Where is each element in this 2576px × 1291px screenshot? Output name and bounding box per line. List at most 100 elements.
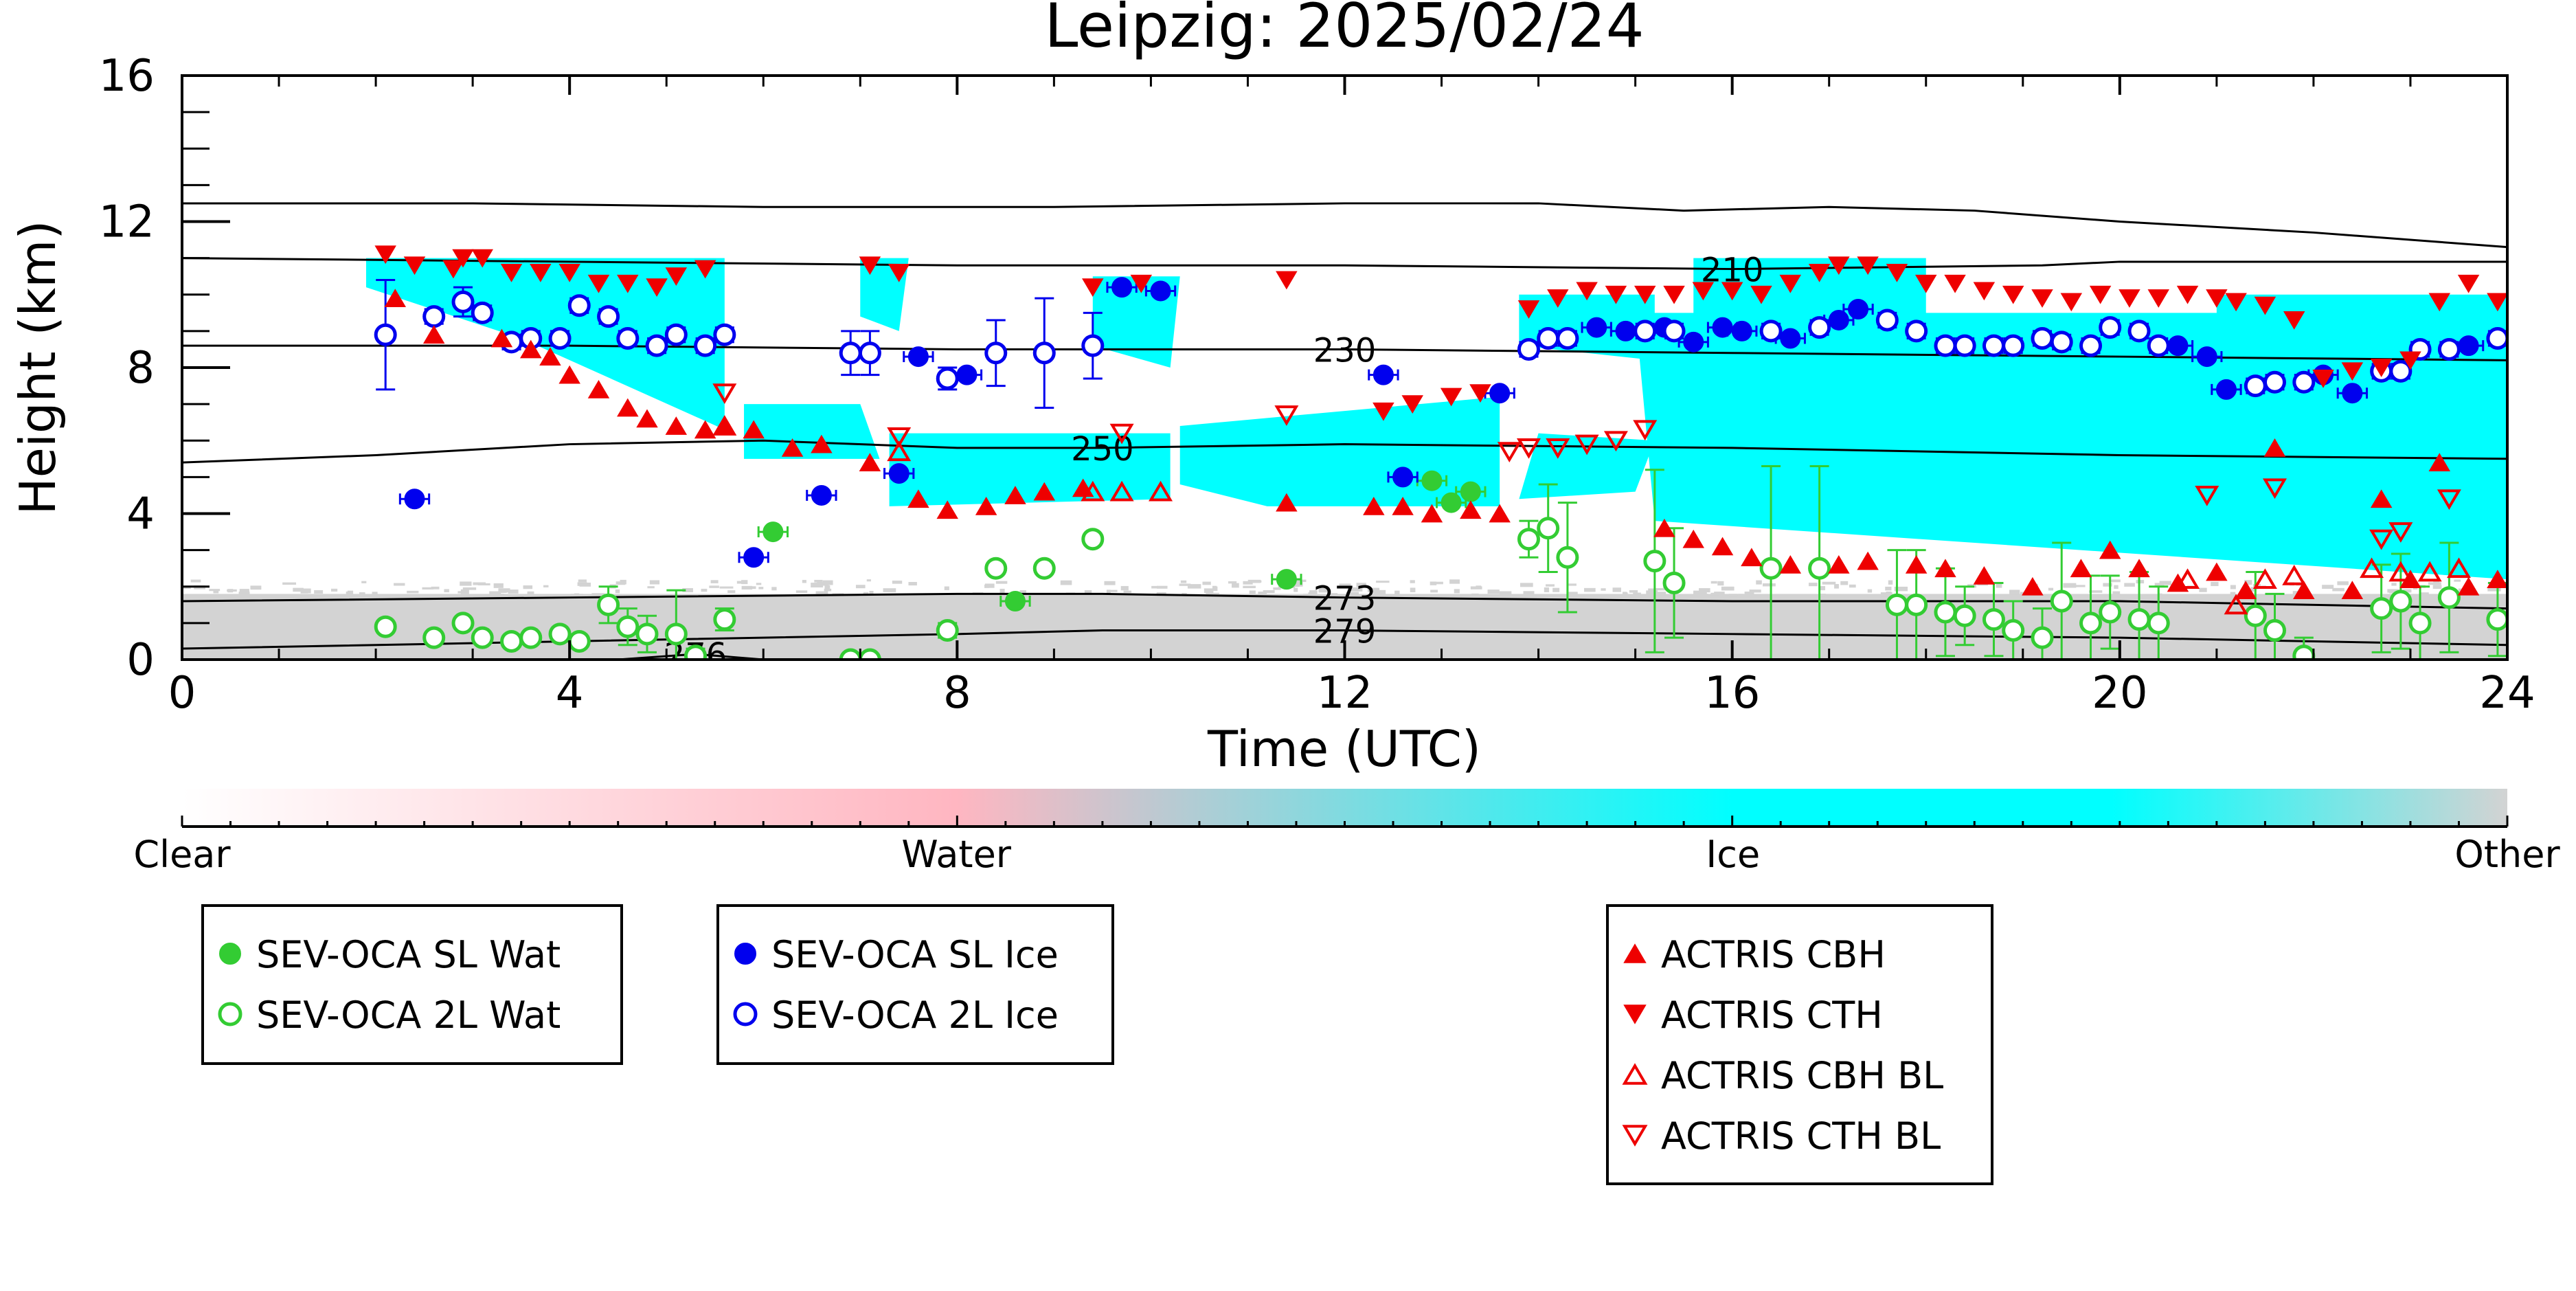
data-point <box>1109 423 1134 445</box>
other-phase-speck <box>1350 587 1363 592</box>
data-point <box>2437 586 2461 609</box>
other-phase-speck <box>2154 583 2165 588</box>
data-point <box>1779 555 1802 574</box>
data-point <box>1653 518 1675 537</box>
data-point <box>2079 611 2103 635</box>
other-phase-speck <box>1084 590 1092 595</box>
data-point <box>1421 470 1443 491</box>
other-phase-speck <box>1544 587 1550 592</box>
legend-box <box>716 904 1114 1065</box>
data-point <box>2252 568 2277 590</box>
data-point <box>1643 550 1667 573</box>
data-point <box>858 648 881 660</box>
other-phase-speck <box>771 587 777 591</box>
data-point <box>2437 489 2461 510</box>
other-phase-speck <box>570 594 583 599</box>
data-point <box>887 427 912 448</box>
other-phase-speck <box>2124 583 2135 587</box>
data-point <box>2031 327 2054 350</box>
series-actris-cbh-bl <box>712 415 2471 615</box>
data-point <box>1032 341 1056 365</box>
axes: 0 4 8 12 16 20 24 0 4 8 12 16 <box>99 51 2535 719</box>
other-phase-speck <box>824 585 831 590</box>
data-point <box>2428 453 2451 472</box>
other-phase-speck <box>1584 587 1596 592</box>
data-point <box>984 341 1008 365</box>
other-phase-speck <box>1834 584 1839 589</box>
data-point <box>567 629 591 653</box>
legend-group-1: SEV-OCA SL Wat SEV-OCA 2L Wat <box>201 904 623 1065</box>
other-phase-speck <box>1704 594 1708 596</box>
chart-title: Leipzig: 2025/02/24 <box>1044 0 1644 61</box>
data-point <box>2031 289 2053 308</box>
data-point <box>2070 559 2092 578</box>
other-phase-speck <box>1749 590 1761 593</box>
other-phase-speck <box>1356 583 1366 587</box>
data-point <box>1576 282 1598 301</box>
data-point <box>1780 328 1801 349</box>
series-actris-cbh <box>384 289 2507 599</box>
data-point <box>2128 559 2150 578</box>
data-point <box>539 347 561 366</box>
x-tick-label: 12 <box>1317 668 1372 719</box>
x-tick-label: 0 <box>168 668 196 719</box>
data-point <box>2127 319 2151 343</box>
other-phase-speck <box>1228 581 1237 584</box>
data-point <box>664 323 688 346</box>
data-point <box>1857 256 1879 276</box>
other-phase-speck <box>523 585 533 590</box>
data-point <box>811 434 833 453</box>
data-point <box>743 547 765 568</box>
data-point <box>2225 293 2247 312</box>
other-phase-speck <box>615 581 626 585</box>
other-phase-speck <box>710 580 719 583</box>
data-point <box>1489 383 1511 404</box>
data-point <box>617 398 639 417</box>
other-phase-speck <box>1885 586 1892 591</box>
other-phase-speck <box>1263 590 1275 594</box>
data-point <box>452 249 474 268</box>
other-phase-speck <box>2020 592 2026 594</box>
other-phase-speck <box>1322 585 1328 589</box>
data-point <box>1692 282 1715 301</box>
data-point <box>471 249 493 268</box>
other-phase-speck <box>444 589 449 593</box>
y-tick-label: 12 <box>99 197 155 248</box>
data-point <box>2389 590 2413 613</box>
other-phase-speck <box>2103 583 2112 587</box>
data-point <box>2360 557 2384 579</box>
other-phase-speck <box>2244 580 2252 585</box>
legend-label: SEV-OCA 2L Wat <box>256 993 561 1037</box>
data-point <box>2342 383 2363 404</box>
other-phase-speck <box>591 593 605 598</box>
data-point <box>2167 335 2189 357</box>
other-phase-speck <box>2075 585 2086 587</box>
data-point <box>2099 600 2122 624</box>
series-actris-cth <box>374 245 2507 421</box>
other-phase-speck <box>1520 583 1533 587</box>
legend-marker <box>219 943 241 965</box>
data-point <box>1711 537 1734 556</box>
data-point <box>1953 604 1976 627</box>
x-tick-label: 24 <box>2479 668 2535 719</box>
phase-colorbar: Clear Water Ice Other <box>133 789 2560 876</box>
data-point <box>1759 557 1783 580</box>
data-point <box>2254 296 2276 315</box>
data-point <box>936 619 959 642</box>
data-point <box>1547 289 1569 308</box>
other-phase-speck <box>1840 581 1849 585</box>
data-point <box>2389 359 2413 383</box>
other-phase-speck <box>999 588 1005 594</box>
legend-label: ACTRIS CBH BL <box>1661 1054 1943 1097</box>
other-phase-speck <box>407 590 419 594</box>
data-point <box>2215 379 2237 400</box>
other-phase-speck <box>1293 579 1307 583</box>
data-point <box>2399 351 2421 370</box>
legend-marker <box>218 1002 242 1026</box>
data-point <box>984 557 1008 580</box>
data-point <box>1973 565 1996 585</box>
other-phase-speck <box>1738 594 1744 598</box>
data-point <box>2050 330 2073 354</box>
contour-279 <box>182 629 2507 650</box>
other-phase-speck <box>2009 590 2020 595</box>
